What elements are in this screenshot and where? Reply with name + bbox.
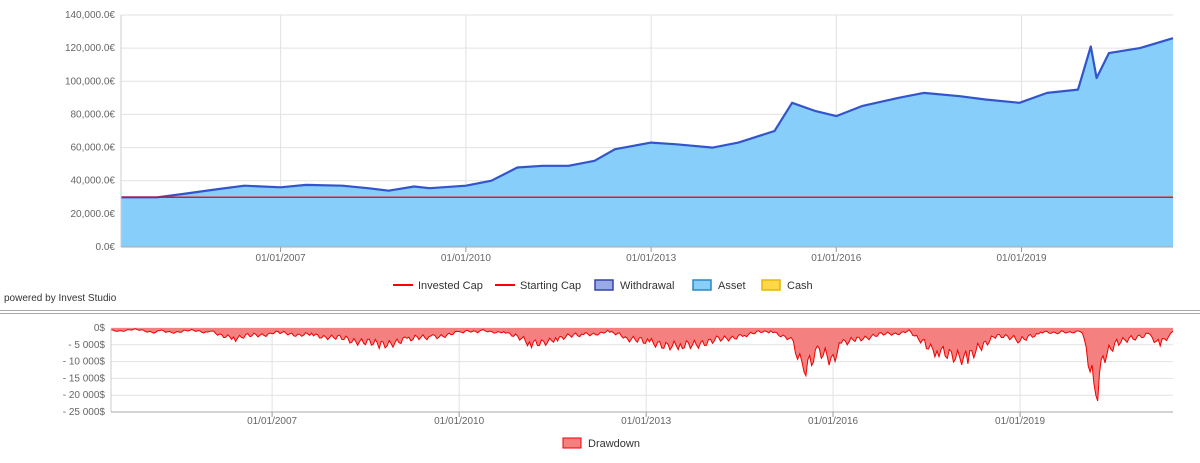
- y-tick-label: 0$: [94, 323, 106, 334]
- legend-label: Starting Cap: [520, 280, 581, 292]
- asset-chart: 0.0€ 20,000.0€ 40,000.0€ 60,000.0€ 80,000.0€…: [65, 10, 1174, 292]
- separator-line: [0, 310, 1200, 311]
- x-tick-label: 01/01/2007: [256, 253, 306, 264]
- powered-by-text: powered by Invest Studio: [4, 293, 117, 304]
- x-tick-label: 01/01/2013: [626, 253, 676, 264]
- legend-swatch-2: [594, 279, 614, 291]
- drawdown-chart-legend: Drawdown: [562, 437, 640, 450]
- x-tick-label: 01/01/2019: [996, 253, 1046, 264]
- y-tick-label: - 10 000$: [63, 357, 106, 368]
- drawdown-chart-axes: 0$ - 5 000$ - 10 000$ - 15 000$ - 20 000$ - 2…: [63, 323, 1173, 427]
- drawdown-chart-plot: [110, 328, 1174, 402]
- legend-swatch-3: [692, 279, 712, 291]
- legend-swatch-drawdown: [562, 437, 582, 449]
- y-tick-label: - 5 000$: [68, 340, 105, 351]
- x-tick-label: 01/01/2016: [808, 416, 858, 427]
- drawdown-chart: 0$ - 5 000$ - 10 000$ - 15 000$ - 20 000$ - 2…: [63, 323, 1174, 450]
- drawdown-line: [110, 328, 1174, 402]
- legend-label: Invested Cap: [418, 280, 483, 292]
- y-tick-label: 0.0€: [96, 242, 116, 253]
- x-tick-label: 01/01/2007: [247, 416, 297, 427]
- legend-label: Asset: [718, 280, 746, 292]
- separator-line: [0, 313, 1200, 314]
- y-tick-label: 120,000.0€: [65, 43, 115, 54]
- legend-label: Cash: [787, 280, 813, 292]
- x-tick-label: 01/01/2013: [621, 416, 671, 427]
- y-tick-label: 140,000.0€: [65, 10, 115, 21]
- y-tick-label: - 15 000$: [63, 373, 106, 384]
- asset-chart-plot: [121, 37, 1174, 248]
- asset-chart-axes: 0.0€ 20,000.0€ 40,000.0€ 60,000.0€ 80,000.0€…: [65, 10, 1173, 264]
- asset-chart-legend: Invested Cap Starting Cap Withdrawal Asset C…: [393, 279, 813, 292]
- y-tick-label: 20,000.0€: [71, 209, 116, 220]
- legend-label: Withdrawal: [620, 280, 674, 292]
- asset-line: [121, 37, 1174, 199]
- y-tick-label: 100,000.0€: [65, 76, 115, 87]
- x-tick-label: 01/01/2016: [811, 253, 861, 264]
- x-tick-label: 01/01/2010: [441, 253, 491, 264]
- y-tick-label: 80,000.0€: [71, 109, 116, 120]
- x-tick-label: 01/01/2019: [995, 416, 1045, 427]
- legend-swatch-4: [761, 279, 781, 291]
- legend-label: Drawdown: [588, 438, 640, 450]
- x-tick-label: 01/01/2010: [434, 416, 484, 427]
- y-tick-label: - 20 000$: [63, 390, 106, 401]
- y-tick-label: - 25 000$: [63, 407, 106, 418]
- y-tick-label: 60,000.0€: [71, 143, 116, 154]
- y-tick-label: 40,000.0€: [71, 176, 116, 187]
- asset-area: [121, 38, 1173, 248]
